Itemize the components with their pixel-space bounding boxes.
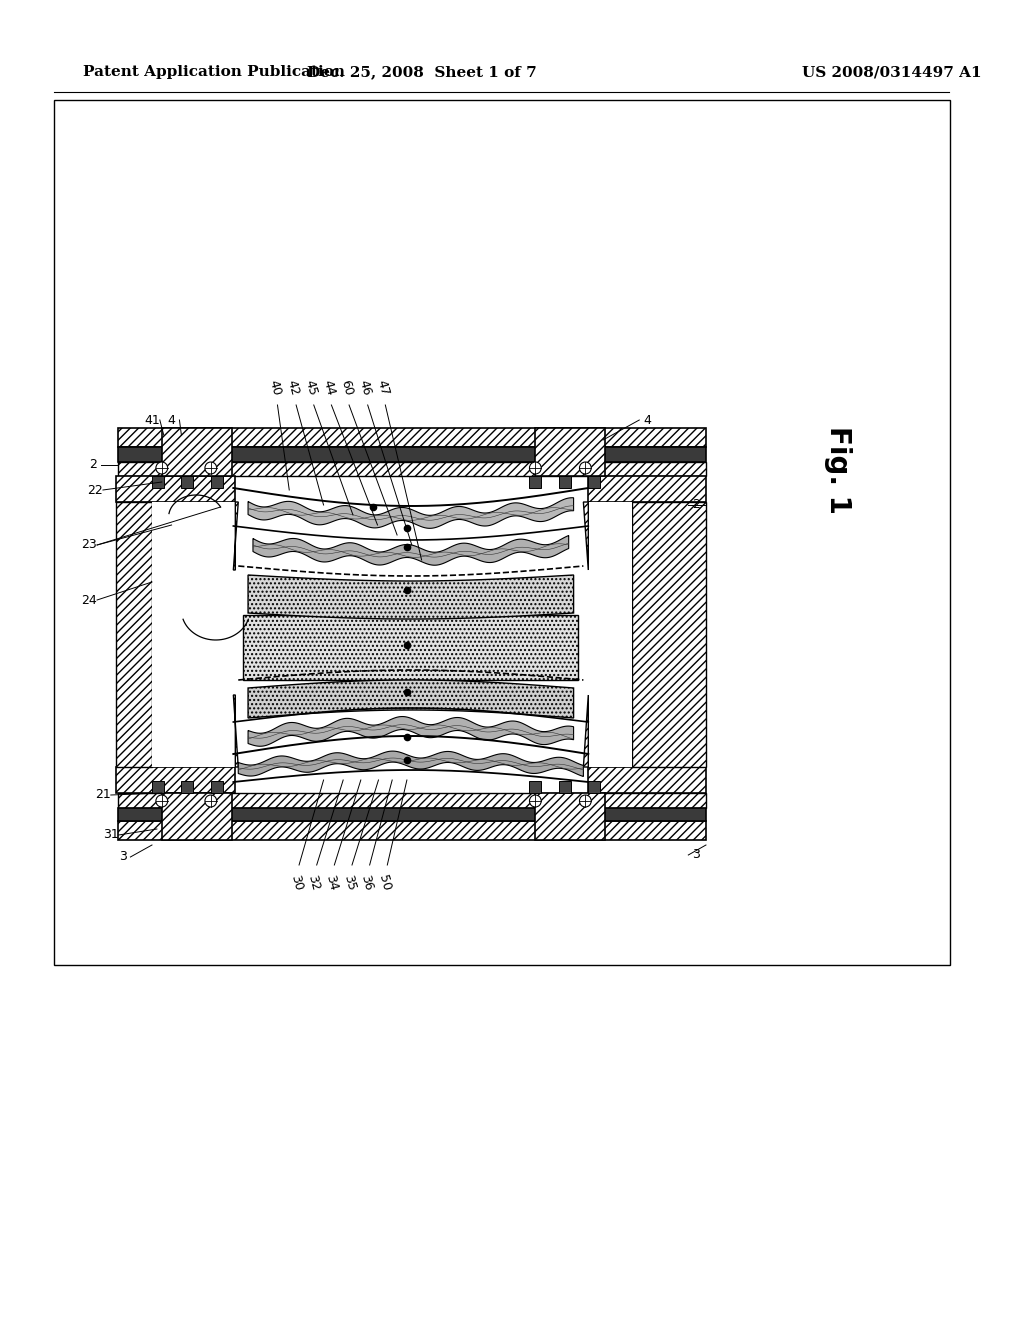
Polygon shape bbox=[248, 498, 573, 528]
Circle shape bbox=[529, 462, 542, 474]
Circle shape bbox=[580, 795, 591, 807]
Bar bbox=[589, 781, 600, 793]
Bar bbox=[116, 502, 152, 767]
Bar bbox=[152, 502, 236, 767]
Text: 21: 21 bbox=[95, 788, 111, 801]
Polygon shape bbox=[239, 751, 584, 776]
Polygon shape bbox=[253, 536, 568, 565]
Text: 46: 46 bbox=[356, 379, 373, 397]
Bar bbox=[118, 793, 706, 808]
Text: 4: 4 bbox=[643, 413, 651, 426]
Bar bbox=[233, 477, 589, 793]
Circle shape bbox=[156, 795, 168, 807]
Bar bbox=[162, 793, 232, 840]
Text: 60: 60 bbox=[338, 379, 354, 397]
Bar bbox=[529, 477, 542, 488]
Bar bbox=[529, 781, 542, 793]
Bar bbox=[589, 477, 706, 502]
Polygon shape bbox=[233, 696, 239, 767]
Text: 34: 34 bbox=[324, 873, 340, 891]
Bar bbox=[116, 767, 236, 793]
Polygon shape bbox=[248, 576, 573, 619]
Text: 24: 24 bbox=[81, 594, 97, 606]
Text: 3: 3 bbox=[692, 849, 700, 862]
Polygon shape bbox=[584, 696, 589, 767]
Circle shape bbox=[529, 795, 542, 807]
Text: 40: 40 bbox=[266, 379, 283, 397]
Text: 45: 45 bbox=[302, 379, 319, 397]
Text: 47: 47 bbox=[374, 379, 391, 397]
Text: 36: 36 bbox=[358, 873, 375, 891]
Circle shape bbox=[205, 795, 217, 807]
Text: 50: 50 bbox=[376, 873, 392, 892]
Text: 35: 35 bbox=[341, 873, 357, 892]
Text: 44: 44 bbox=[321, 379, 337, 397]
Text: Patent Application Publication: Patent Application Publication bbox=[83, 65, 345, 79]
Text: 2: 2 bbox=[692, 499, 700, 511]
Bar bbox=[54, 100, 950, 965]
Text: 23: 23 bbox=[81, 539, 97, 552]
Bar bbox=[118, 821, 706, 840]
Text: 3: 3 bbox=[119, 850, 127, 863]
Text: 30: 30 bbox=[288, 873, 304, 892]
Text: Fig. 1: Fig. 1 bbox=[824, 426, 852, 513]
Bar bbox=[589, 767, 706, 793]
Text: 41: 41 bbox=[144, 413, 160, 426]
Polygon shape bbox=[584, 502, 589, 570]
Polygon shape bbox=[243, 615, 579, 680]
Bar bbox=[118, 808, 706, 821]
Circle shape bbox=[205, 462, 217, 474]
Bar bbox=[589, 477, 600, 488]
Bar bbox=[118, 447, 706, 462]
Bar bbox=[118, 462, 706, 477]
Bar bbox=[633, 502, 706, 767]
Text: 2: 2 bbox=[89, 458, 97, 471]
Text: 42: 42 bbox=[285, 379, 301, 397]
Polygon shape bbox=[248, 717, 573, 746]
Text: 4: 4 bbox=[168, 413, 175, 426]
Text: 32: 32 bbox=[305, 873, 323, 891]
Bar bbox=[536, 793, 605, 840]
Polygon shape bbox=[233, 502, 239, 570]
Bar bbox=[559, 477, 570, 488]
Bar bbox=[152, 477, 164, 488]
Bar bbox=[211, 477, 222, 488]
Bar bbox=[211, 781, 222, 793]
Text: Dec. 25, 2008  Sheet 1 of 7: Dec. 25, 2008 Sheet 1 of 7 bbox=[307, 65, 537, 79]
Bar bbox=[536, 428, 605, 477]
Bar bbox=[118, 428, 706, 447]
Circle shape bbox=[156, 462, 168, 474]
Text: 22: 22 bbox=[87, 483, 103, 496]
Text: 31: 31 bbox=[103, 829, 119, 842]
Bar bbox=[181, 781, 194, 793]
Bar bbox=[152, 781, 164, 793]
Polygon shape bbox=[248, 680, 573, 718]
Bar bbox=[181, 477, 194, 488]
Bar bbox=[116, 477, 236, 502]
Bar bbox=[162, 428, 232, 477]
Bar bbox=[589, 502, 633, 767]
Text: US 2008/0314497 A1: US 2008/0314497 A1 bbox=[802, 65, 982, 79]
Circle shape bbox=[580, 462, 591, 474]
Bar bbox=[559, 781, 570, 793]
